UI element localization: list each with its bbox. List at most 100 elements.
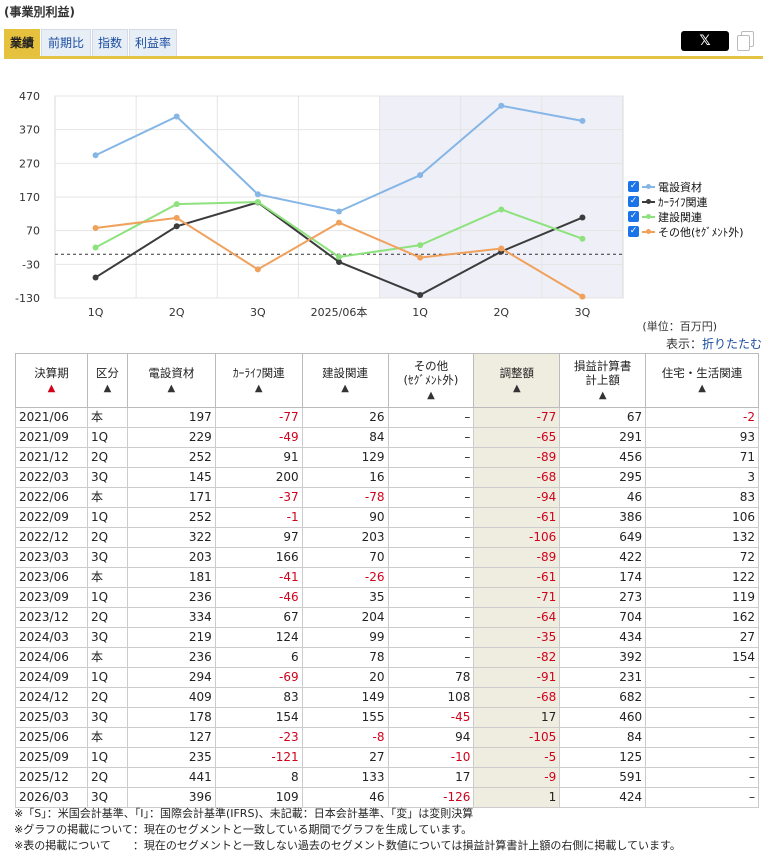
table-cell: 16 [301,467,389,488]
table-cell: – [387,647,475,668]
legend-item-carlife[interactable]: ✓ ｶｰﾗｲﾌ関連 [628,195,708,209]
table-cell: 2025/03 [15,707,88,728]
table-cell: 154 [214,707,303,728]
data-point [579,293,586,300]
column-header[interactable]: 決算期 ▲ [15,353,88,408]
table-cell: – [387,427,475,448]
table-cell: -65 [473,427,561,448]
table-cell: 204 [301,607,389,628]
table-cell: 155 [301,707,389,728]
table-cell: 704 [559,607,647,628]
column-header[interactable]: 区分 ▲ [86,353,128,408]
table-cell: 27 [645,627,759,648]
table-cell: 2022/03 [15,467,88,488]
data-point [417,254,424,261]
copy-icon[interactable] [737,31,755,51]
table-cell: 本 [86,647,128,668]
table-cell: – [645,767,759,788]
data-point [92,152,99,159]
table-cell: – [387,487,475,508]
table-cell: 456 [559,447,647,468]
collapse-link[interactable]: 折りたたむ [701,337,762,351]
data-point [254,199,261,206]
table-row: 2023/03 3Q 203 166 70– -89 422 72 [15,547,759,568]
table-cell: 219 [126,627,216,648]
y-tick-label: 70 [26,225,40,238]
table-row: 2022/09 1Q 252 -1 90– -61 386 106 [15,507,759,528]
column-header[interactable]: 建設関連 ▲ [301,353,389,408]
table-cell: 203 [126,547,216,568]
table-cell: 17 [387,767,475,788]
table-cell: 78 [301,647,389,668]
table-row: 2024/06 本 236 6 78– -82 392 154 [15,647,759,668]
column-header[interactable]: 電設資材 ▲ [126,353,216,408]
table-cell: 2024/06 [15,647,88,668]
table-cell: -5 [473,747,561,768]
sort-triangle-icon[interactable]: ▲ [698,382,706,394]
checkbox-icon[interactable]: ✓ [628,181,639,192]
y-tick-label: 370 [19,124,40,137]
sort-triangle-icon[interactable]: ▲ [341,382,349,394]
table-cell: 162 [645,607,759,628]
column-header[interactable]: 住宅・生活関連 ▲ [645,353,759,408]
x-share-button[interactable]: 𝕏 [681,31,729,51]
table-cell: 236 [126,647,216,668]
legend-item-sonota[interactable]: ✓ その他(ｾｸﾞﾒﾝﾄ外) [628,225,744,239]
x-tick-label: 3Q [575,306,591,319]
table-cell: – [387,527,475,548]
column-header[interactable]: 損益計算書 計上額 ▲ [559,353,647,408]
data-point [92,274,99,281]
x-tick-label: 1Q [88,306,104,319]
table-cell: 200 [214,467,303,488]
sort-triangle-icon[interactable]: ▲ [167,382,176,394]
table-cell: 236 [126,587,216,608]
column-header[interactable]: 調整額 ▲ [473,353,561,408]
table-cell: 2025/12 [15,767,88,788]
data-point [254,266,261,273]
tab-riekiritsu[interactable]: 利益率 [129,29,177,56]
sort-triangle-icon[interactable]: ▲ [598,389,607,401]
table-cell: 2021/12 [15,447,88,468]
checkbox-icon[interactable]: ✓ [628,196,639,207]
legend-item-densetsu[interactable]: ✓ 電設資材 [628,180,702,194]
legend-item-kensetsu[interactable]: ✓ 建設関連 [628,210,702,224]
tab-bar: 業績 前期比 指数 利益率 [4,29,763,59]
footnote: ※「S」：米国会計基準、「I」：国際会計基準(IFRS)、未記載：日本会計基準、… [14,807,474,820]
table-cell: 2021/09 [15,427,88,448]
column-header[interactable]: その他 (ｾｸﾞﾒﾝﾄ外) ▲ [387,353,475,408]
sort-triangle-icon[interactable]: ▲ [427,389,435,401]
checkbox-icon[interactable]: ✓ [628,211,639,222]
sort-triangle-icon[interactable]: ▲ [254,382,263,394]
table-cell: 424 [559,787,647,808]
table-cell: 229 [126,427,216,448]
data-point [579,117,586,124]
x-tick-label: 3Q [250,306,266,319]
table-cell: 3Q [86,707,128,728]
table-cell: – [387,447,475,468]
table-cell: -35 [473,627,561,648]
table-cell: 93 [645,427,759,448]
table-cell: 71 [645,447,759,468]
sort-triangle-icon[interactable]: ▲ [103,382,112,394]
table-cell: – [645,727,759,748]
table-cell: 67 [559,407,647,428]
table-row: 2025/06 本 127 -23 -8 94 -105 84– [15,727,759,748]
table-cell: 231 [559,667,647,688]
sort-triangle-icon[interactable]: ▲ [47,382,56,394]
table-cell: – [387,507,475,528]
table-cell: 2Q [86,687,128,708]
table-cell: -77 [214,407,303,428]
table-cell: 2025/06 [15,727,88,748]
table-row: 2026/03 3Q 396 109 46 -126 1 424– [15,787,759,808]
tab-gyoseki[interactable]: 業績 [4,29,40,56]
column-header[interactable]: ｶｰﾗｲﾌ関連 ▲ [214,353,303,408]
tab-zenkihi[interactable]: 前期比 [41,29,91,56]
footnote: ※表の掲載について ：現在のセグメントと一致しない過去のセグメント数値については… [14,839,681,852]
tab-shisu[interactable]: 指数 [92,29,128,56]
checkbox-icon[interactable]: ✓ [628,226,639,237]
table-cell: – [387,407,475,428]
sort-triangle-icon[interactable]: ▲ [512,382,521,394]
table-cell: -26 [301,567,389,588]
display-label: 表示： [665,337,702,351]
table-cell: -94 [473,487,561,508]
